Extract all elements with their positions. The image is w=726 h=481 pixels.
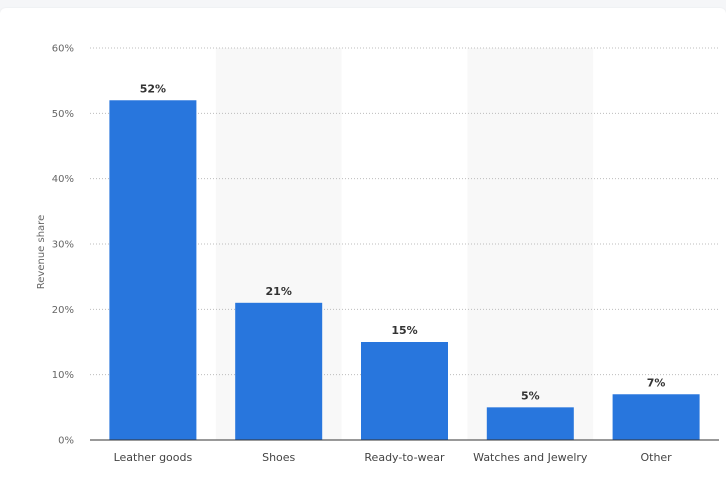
band-3 [467, 48, 594, 440]
y-tick-label: 10% [52, 370, 74, 381]
bar [486, 407, 574, 440]
y-tick-label: 30% [52, 240, 74, 251]
x-tick-label: Ready-to-wear [364, 451, 445, 464]
alternating-bands [215, 48, 594, 440]
value-label: 52% [140, 82, 166, 95]
value-label: 5% [521, 389, 540, 402]
x-tick-label: Shoes [262, 451, 295, 464]
x-tick-labels: Leather goods Shoes Ready-to-wear Watches a… [114, 451, 673, 464]
bar [612, 394, 700, 440]
y-tick-label: 40% [52, 174, 74, 185]
y-tick-label: 0% [58, 436, 74, 447]
x-tick-label: Leather goods [114, 451, 193, 464]
value-label: 21% [266, 285, 292, 298]
y-tick-label: 60% [52, 44, 74, 55]
bars [109, 100, 700, 441]
x-tick-label: Watches and Jewelry [473, 451, 588, 464]
bar [109, 100, 197, 441]
bar [361, 342, 448, 440]
y-tick-label: 50% [52, 109, 74, 120]
y-tick-labels: 0% 10% 20% 30% 40% 50% 60% [52, 44, 74, 447]
y-tick-label: 20% [52, 305, 74, 316]
value-label: 15% [391, 324, 417, 337]
bar [235, 302, 323, 440]
value-labels: 52% 21% 15% 5% 7% [140, 82, 666, 402]
value-label: 7% [647, 376, 666, 389]
y-axis-label: Revenue share [36, 215, 47, 289]
x-tick-label: Other [640, 451, 672, 464]
